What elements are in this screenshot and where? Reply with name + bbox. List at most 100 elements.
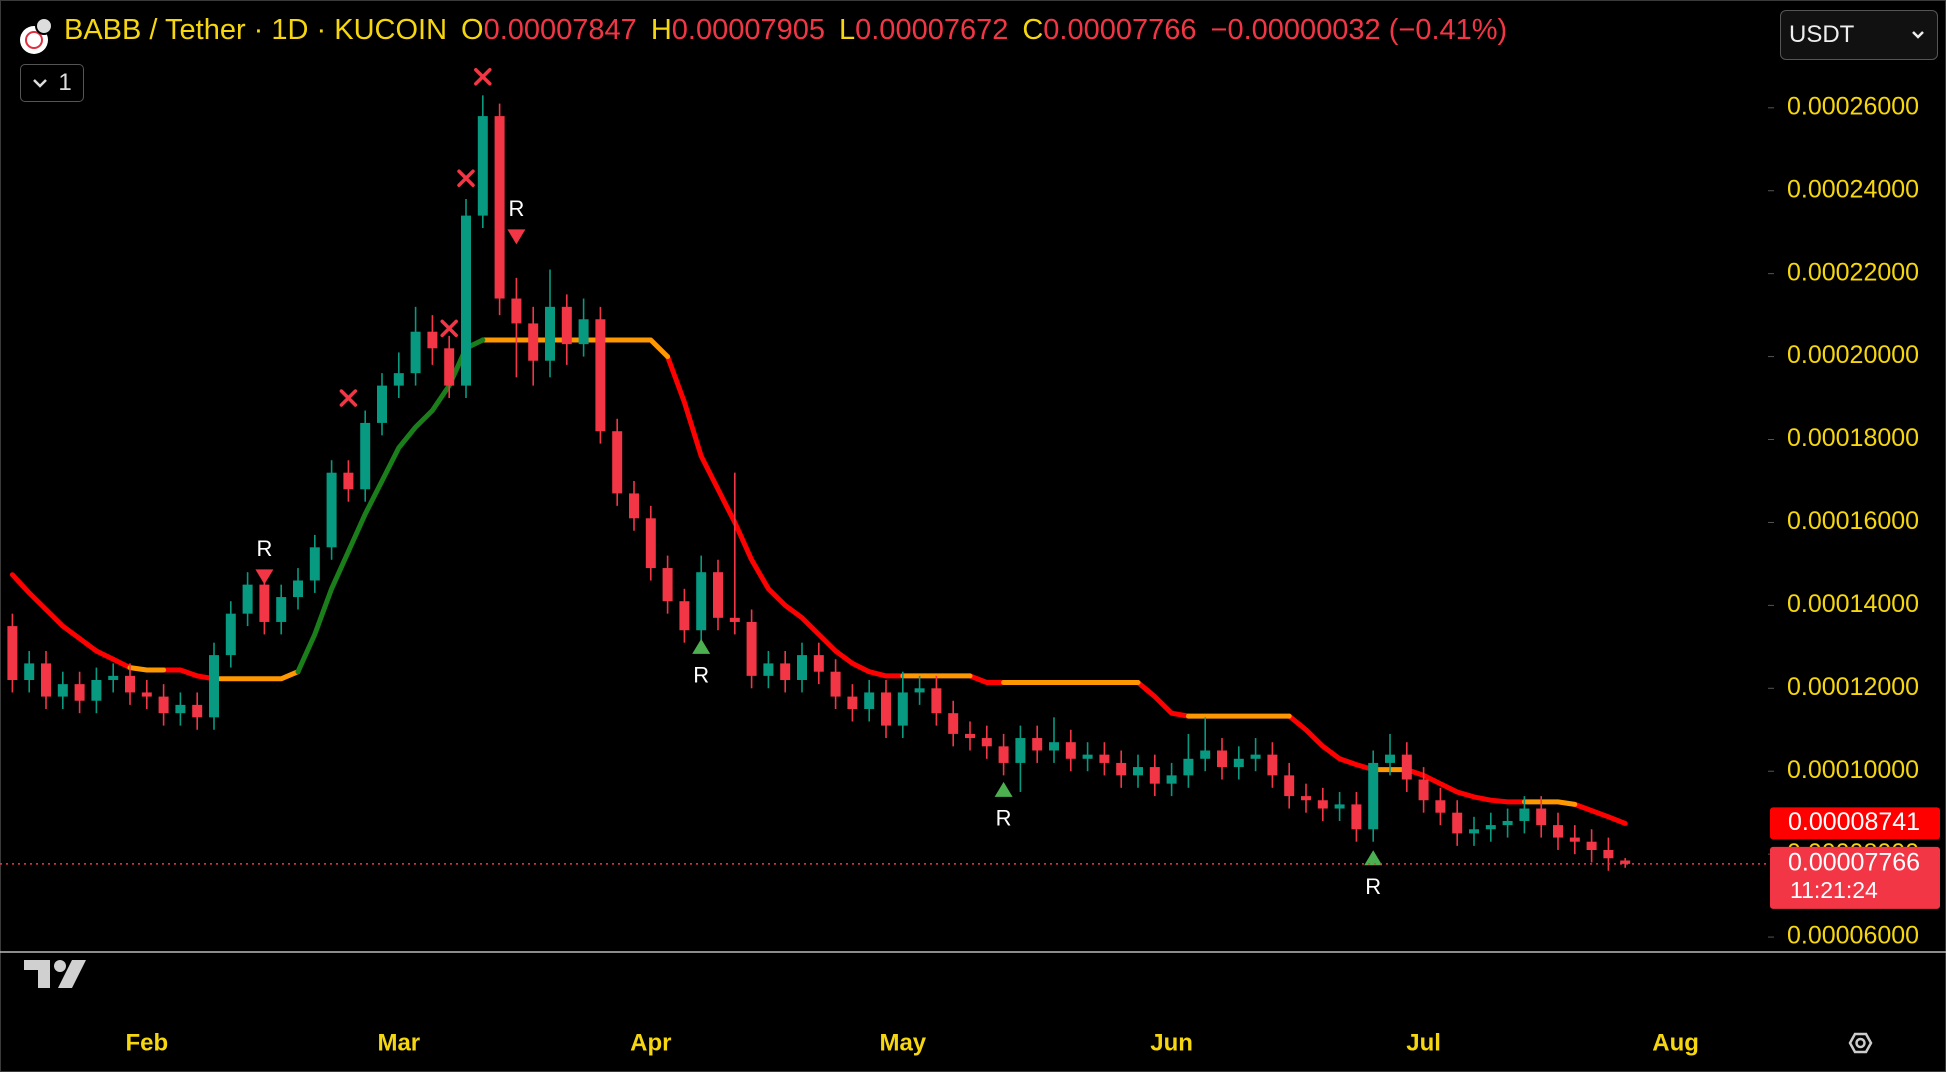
- candle-body: [24, 663, 35, 680]
- candle-body: [1536, 808, 1547, 826]
- candle-body: [225, 613, 236, 656]
- y-tick-label: 0.00026000: [1787, 92, 1919, 120]
- candle-body: [1385, 754, 1395, 763]
- indicator-count: 1: [58, 69, 72, 96]
- candle-body: [1469, 829, 1479, 834]
- candle-body: [309, 547, 320, 581]
- candle-body: [326, 472, 337, 548]
- candle-body: [679, 601, 690, 631]
- symbol-title: BABB / Tether · 1D · KUCOIN: [64, 14, 448, 46]
- candle-body: [897, 692, 908, 726]
- x-tick-label: Feb: [125, 1029, 168, 1056]
- candle-body: [74, 684, 85, 701]
- candle-body: [981, 738, 992, 747]
- ohlc-h: H 0.00007905: [651, 14, 825, 47]
- candle-body: [410, 331, 421, 374]
- candle-body: [914, 688, 925, 693]
- y-tick-label: 0.00018000: [1787, 424, 1919, 452]
- logo: [20, 17, 53, 54]
- candle-body: [427, 331, 438, 349]
- candle-body: [813, 655, 824, 672]
- candle-body: [209, 655, 219, 718]
- candle-body: [141, 692, 152, 697]
- signal-marker: [255, 569, 274, 585]
- candle-body: [461, 215, 471, 386]
- ohlc-o: O 0.00007847: [461, 14, 637, 47]
- candle-body: [696, 572, 707, 631]
- candle-body: [830, 671, 841, 697]
- x-tick-label: Apr: [630, 1029, 671, 1056]
- candle-body: [1334, 804, 1345, 809]
- y-tick-label: 0.00006000: [1787, 922, 1919, 950]
- candle-body: [1133, 767, 1143, 776]
- header: BABB / Tether · 1D · KUCOIN O 0.00007847 …: [64, 14, 1507, 47]
- chevron: [1912, 31, 1924, 39]
- candle-body: [91, 680, 102, 701]
- settings-icon[interactable]: [1848, 1032, 1873, 1054]
- candle-body: [713, 572, 723, 618]
- candle-body: [561, 306, 572, 345]
- candle-body: [1284, 775, 1295, 797]
- candle-body: [1065, 742, 1076, 759]
- candle-body: [343, 472, 354, 490]
- candle-body: [377, 385, 387, 423]
- candle-body: [998, 746, 1009, 763]
- candle-body: [242, 584, 253, 614]
- candle-body: [1200, 750, 1211, 759]
- candle-body: [578, 319, 589, 345]
- candle-body: [1317, 800, 1328, 809]
- candle-body: [847, 696, 858, 710]
- signal-label: R: [693, 663, 709, 688]
- candle-body: [7, 626, 18, 680]
- candle-body: [1569, 837, 1580, 842]
- candle-body: [1116, 762, 1127, 776]
- candle-body: [948, 713, 959, 734]
- signal-label: R: [508, 196, 524, 221]
- supertrend-price-label: 0.00008741: [1788, 808, 1920, 836]
- signal-label: R: [256, 536, 272, 561]
- signal-label: R: [996, 806, 1012, 831]
- candle-body: [763, 663, 774, 676]
- candle-body: [1250, 754, 1261, 759]
- cross-marker: [474, 67, 492, 86]
- candle-body: [393, 373, 404, 386]
- cross-marker: [339, 389, 358, 407]
- candle-body: [1233, 758, 1244, 768]
- ohlc-value: 0.00007766: [1043, 14, 1197, 46]
- candle-body: [192, 704, 203, 718]
- candle-body: [511, 298, 522, 324]
- ohlc-key: C: [1022, 14, 1044, 46]
- y-tick-label: 0.00016000: [1787, 507, 1919, 535]
- candle-body: [175, 704, 186, 714]
- x-tick-label: May: [879, 1029, 926, 1056]
- candle-body: [881, 692, 891, 726]
- candle-body: [595, 319, 606, 432]
- currency-select[interactable]: USDT: [1780, 10, 1938, 60]
- candle-body: [1418, 779, 1429, 801]
- tv-logo: [24, 960, 86, 988]
- candle-body: [158, 696, 169, 714]
- candle-body: [797, 655, 807, 680]
- ohlc-value: 0.00007672: [855, 14, 1009, 46]
- ohlc-key: O: [461, 14, 484, 46]
- indicator-toggle[interactable]: 1: [20, 64, 84, 102]
- candle-body: [1032, 738, 1043, 751]
- candle-body: [780, 663, 791, 680]
- supertrend-price-box: [1770, 807, 1940, 840]
- candle-body: [1099, 754, 1110, 763]
- candle-body: [1082, 754, 1093, 759]
- signal-marker: [692, 638, 711, 654]
- candle-body: [1620, 860, 1631, 864]
- plot-area: R R R R R: [7, 67, 1631, 899]
- candle-body: [1603, 850, 1614, 859]
- candle-body: [444, 348, 455, 386]
- candle-body: [57, 684, 68, 697]
- candle-body: [1015, 738, 1026, 763]
- signal-marker: [1364, 850, 1383, 866]
- last-price-box: [1770, 846, 1940, 909]
- countdown-label: 11:21:24: [1790, 877, 1878, 903]
- candle-body: [629, 493, 639, 519]
- candle-body: [41, 663, 51, 697]
